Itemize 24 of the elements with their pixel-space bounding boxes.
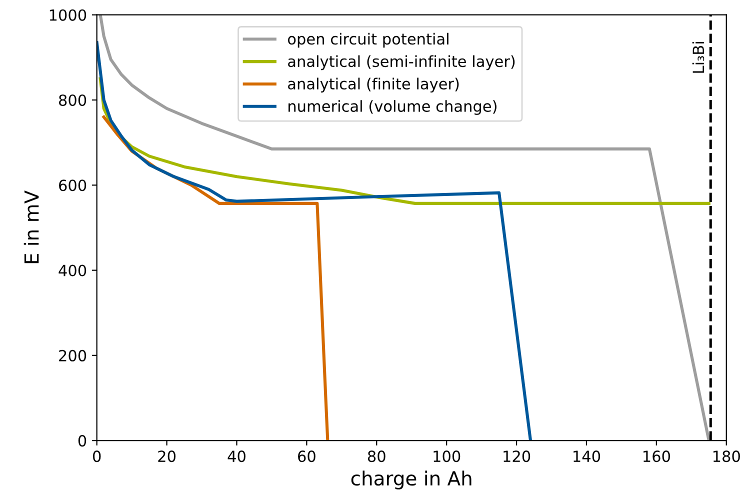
x-axis-title: charge in Ah (351, 470, 472, 490)
y-tick-label: 600 (59, 180, 86, 192)
x-tick-label: 120 (504, 450, 530, 462)
x-tick-label: 40 (228, 450, 246, 462)
legend-label: analytical (finite layer) (288, 78, 459, 92)
legend-label: numerical (volume change) (288, 100, 496, 115)
x-tick-label: 160 (644, 450, 670, 462)
x-tick-label: 180 (713, 450, 740, 462)
x-tick-label: 20 (158, 450, 176, 462)
y-tick-label: 0 (78, 435, 86, 447)
x-tick-label: 80 (368, 450, 386, 462)
line-series (98, 14, 710, 441)
x-tick-label: 0 (92, 450, 101, 462)
x-tick-label: 60 (298, 450, 316, 462)
x-tick-label: 100 (434, 450, 460, 462)
y-tick-label: 400 (58, 264, 86, 276)
legend-label: analytical (semi-infinite layer) (288, 55, 515, 70)
y-axis-title: E in mV (24, 190, 39, 264)
x-tick-label: 140 (574, 450, 600, 462)
ref-line-label: Li₃Bi (692, 42, 704, 73)
y-tick-label: 800 (59, 94, 86, 106)
y-tick-label: 1000 (50, 9, 86, 21)
legend-label: open circuit potential (288, 32, 448, 48)
y-tick-label: 200 (59, 350, 86, 362)
